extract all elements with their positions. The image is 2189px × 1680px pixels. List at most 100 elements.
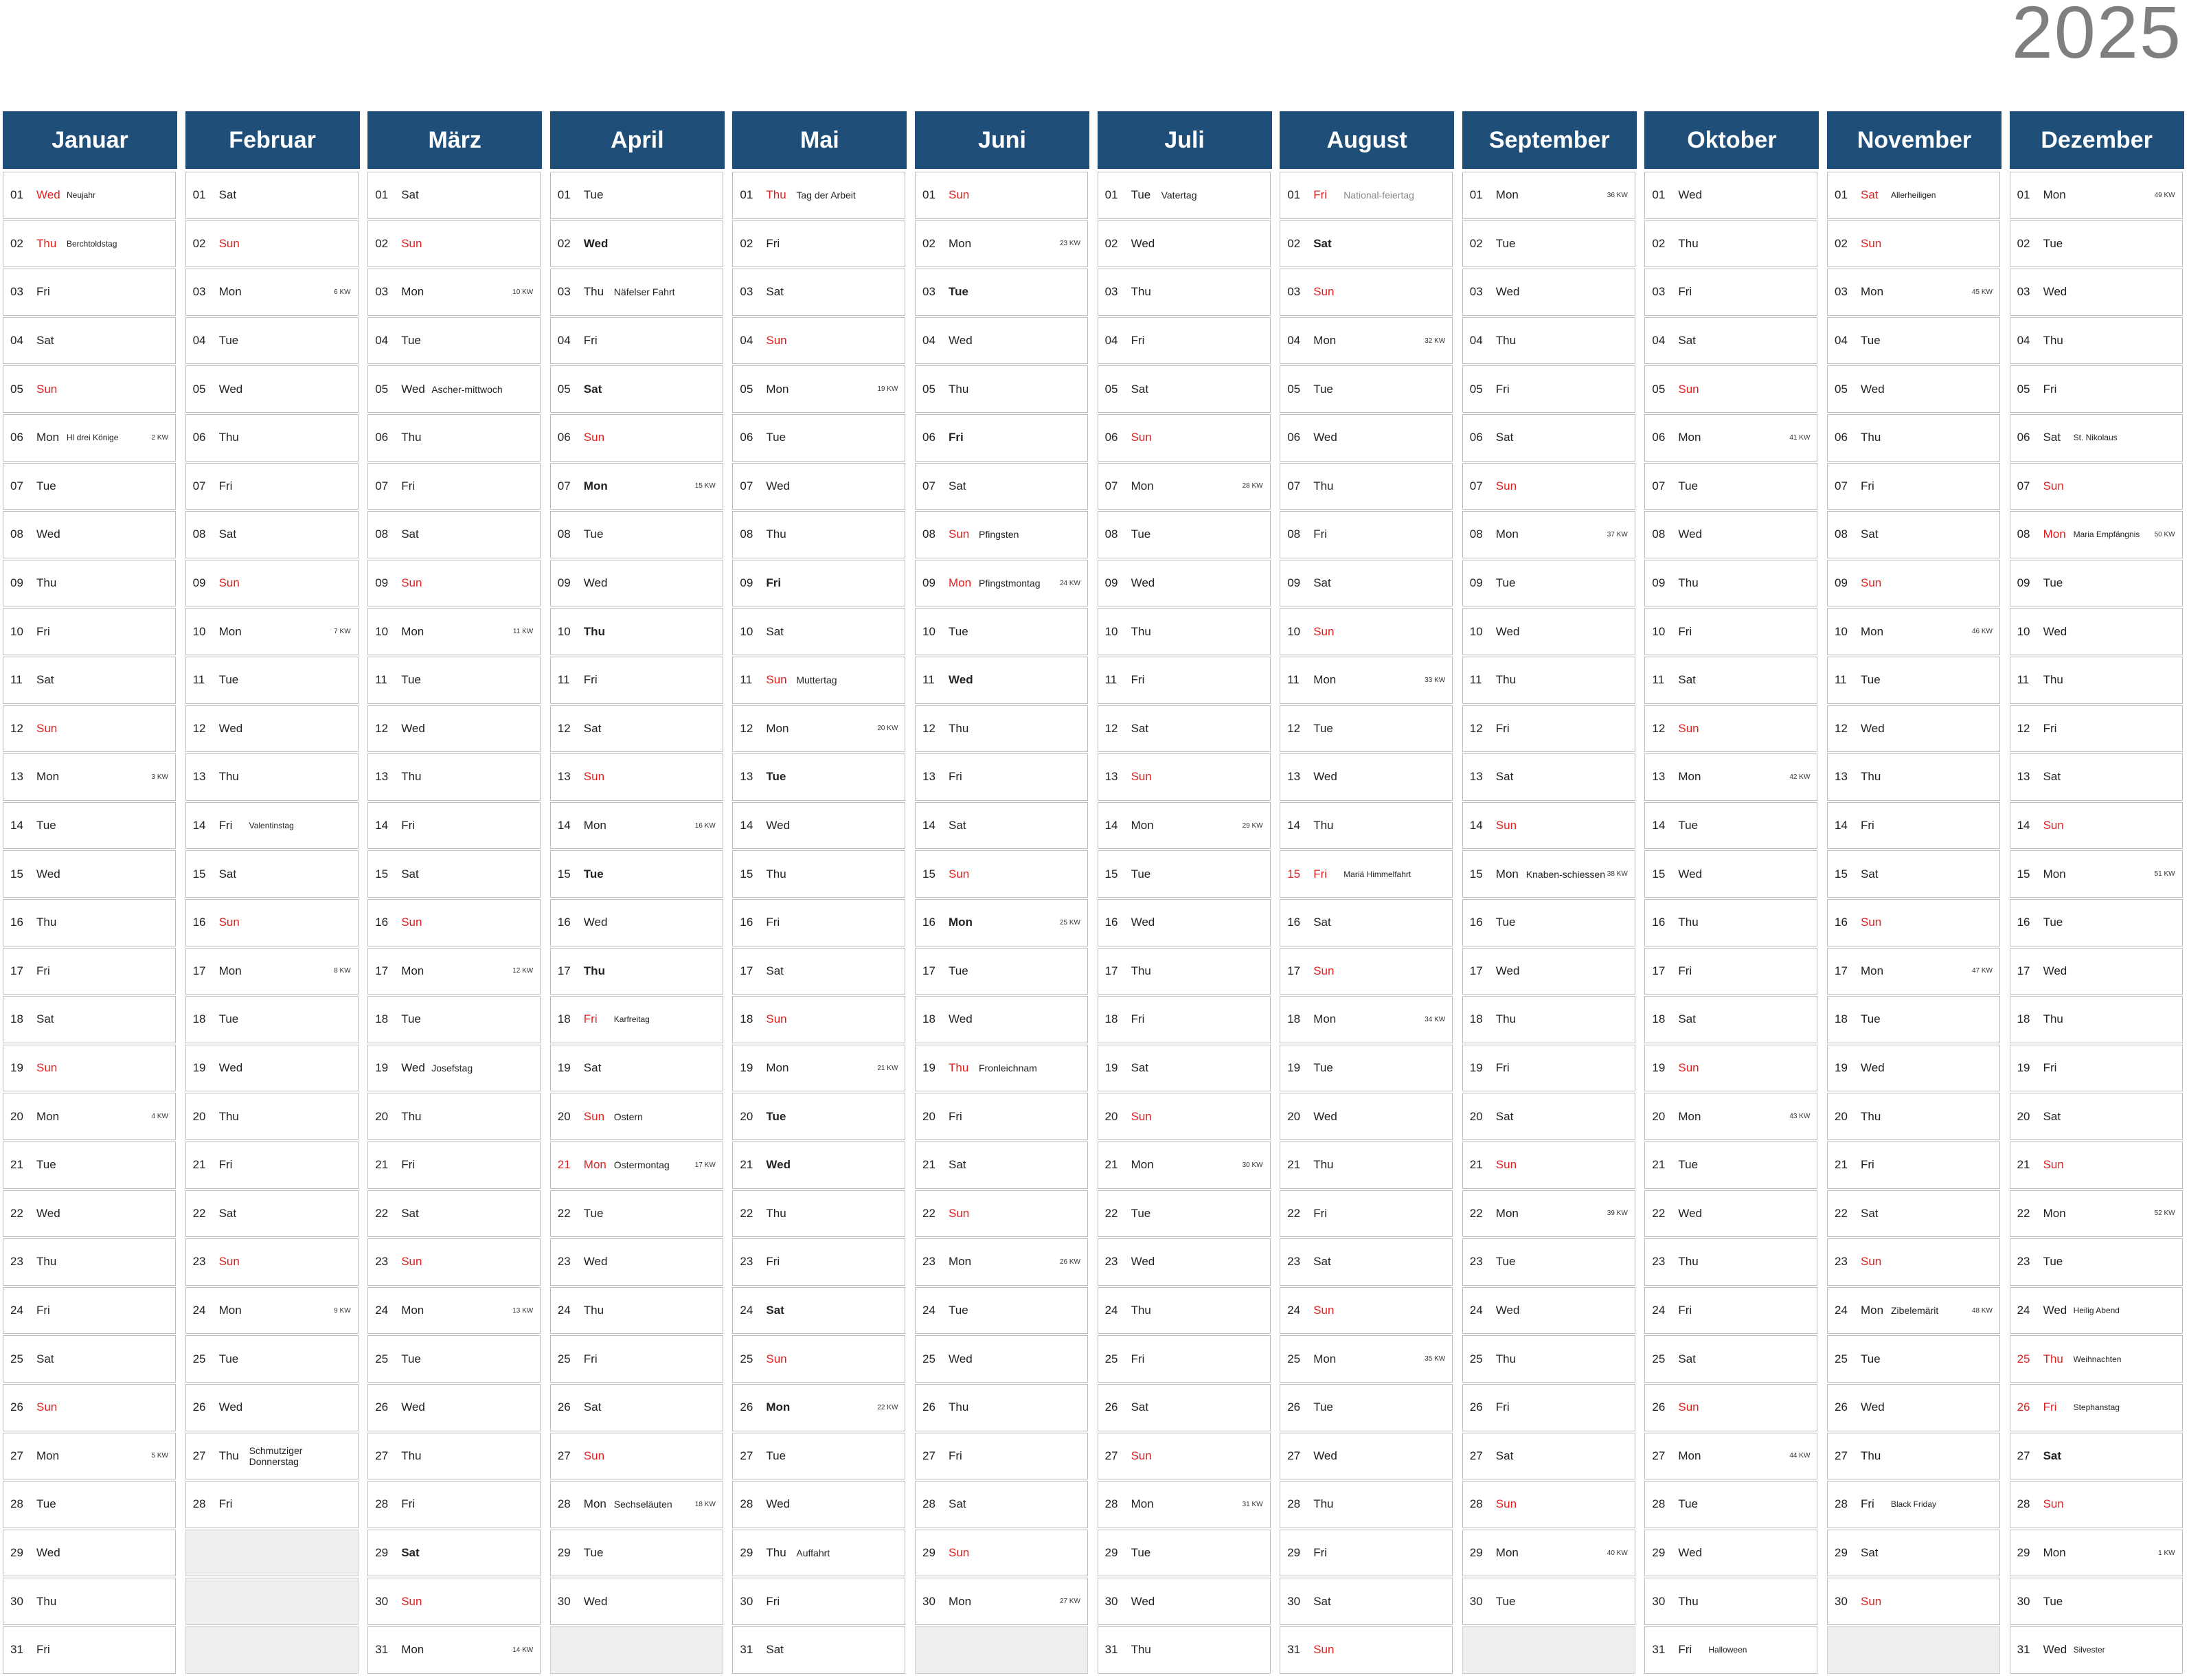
day-cell[interactable]: 29 Fri [1280, 1529, 1453, 1577]
day-cell[interactable]: 15 Thu [732, 850, 906, 898]
day-cell[interactable]: 04 Sun [732, 317, 906, 365]
day-cell[interactable]: 26 Mon 22 KW [732, 1384, 906, 1431]
day-cell[interactable]: 08 Sat [185, 511, 359, 558]
day-cell[interactable]: 07 Mon 15 KW [549, 462, 723, 510]
day-cell[interactable]: 17 Mon 12 KW [367, 947, 541, 995]
day-cell[interactable]: 01 Sat Allerheiligen [1827, 172, 2000, 219]
day-cell[interactable]: 04 Wed [915, 317, 1088, 365]
day-cell[interactable]: 28 Sun [2009, 1481, 2183, 1528]
day-cell[interactable]: 26 Wed [1827, 1384, 2000, 1431]
day-cell[interactable]: 19 Sun [3, 1044, 176, 1092]
day-cell[interactable]: 30 Mon 27 KW [915, 1578, 1088, 1625]
day-cell[interactable]: 14 Wed [732, 802, 906, 850]
day-cell[interactable]: 11 Sun Muttertag [732, 657, 906, 704]
day-cell[interactable]: 13 Fri [915, 753, 1088, 801]
day-cell[interactable]: 24 Thu [549, 1286, 723, 1335]
day-cell[interactable]: 18 Fri [1097, 996, 1271, 1043]
day-cell[interactable]: 11 Thu [2009, 657, 2183, 704]
day-cell[interactable]: 10 Fri [3, 608, 176, 655]
day-cell[interactable]: 16 Thu [1644, 899, 1818, 946]
day-cell[interactable]: 22 Sat [367, 1190, 541, 1238]
day-cell[interactable]: 05 Sun [1644, 365, 1818, 413]
day-cell[interactable]: 29 Mon 1 KW [2009, 1529, 2183, 1577]
day-cell[interactable]: 09 Sat [1280, 559, 1453, 607]
day-cell[interactable]: 11 Sat [1644, 657, 1818, 704]
day-cell[interactable]: 07 Mon 28 KW [1097, 462, 1271, 510]
day-cell[interactable]: 20 Thu [185, 1093, 359, 1140]
day-cell[interactable]: 19 Fri [1462, 1044, 1635, 1092]
day-cell[interactable]: 01 Thu Tag der Arbeit [732, 172, 906, 219]
day-cell[interactable]: 04 Tue [185, 317, 359, 365]
day-cell[interactable]: 14 Sun [2009, 802, 2183, 850]
day-cell[interactable]: 11 Fri [549, 657, 723, 704]
day-cell[interactable]: 24 Tue [915, 1286, 1088, 1335]
day-cell[interactable]: 10 Mon 7 KW [185, 608, 359, 655]
day-cell[interactable]: 16 Tue [2009, 899, 2183, 946]
day-cell[interactable]: 06 Tue [732, 414, 906, 462]
day-cell[interactable]: 28 Wed [732, 1481, 906, 1528]
day-cell[interactable]: 22 Tue [1097, 1190, 1271, 1238]
day-cell[interactable]: 21 Mon Ostermontag 17 KW [549, 1142, 723, 1189]
day-cell[interactable]: 25 Sun [732, 1335, 906, 1383]
day-cell[interactable]: 10 Mon 46 KW [1827, 608, 2000, 655]
day-cell[interactable]: 24 Mon Zibelemärit 48 KW [1827, 1286, 2000, 1335]
day-cell[interactable]: 07 Sun [2009, 462, 2183, 510]
day-cell[interactable]: 11 Tue [1827, 657, 2000, 704]
day-cell[interactable]: 07 Sat [915, 462, 1088, 510]
day-cell[interactable]: 12 Wed [1827, 705, 2000, 753]
day-cell[interactable]: 02 Tue [2009, 220, 2183, 268]
day-cell[interactable]: 15 Sat [185, 850, 359, 898]
day-cell[interactable]: 20 Thu [1827, 1093, 2000, 1140]
day-cell[interactable]: 23 Tue [1462, 1238, 1635, 1286]
day-cell[interactable]: 26 Tue [1280, 1384, 1453, 1431]
day-cell[interactable]: 22 Wed [3, 1190, 176, 1238]
day-cell[interactable]: 24 Wed [1462, 1286, 1635, 1335]
day-cell[interactable]: 22 Sun [915, 1190, 1088, 1238]
day-cell[interactable]: 27 Sun [549, 1432, 723, 1480]
day-cell[interactable]: 06 Fri [915, 414, 1088, 462]
day-cell[interactable]: 18 Sun [732, 996, 906, 1043]
day-cell[interactable]: 27 Fri [915, 1432, 1088, 1480]
day-cell[interactable]: 28 Sun [1462, 1481, 1635, 1528]
day-cell[interactable]: 22 Sat [185, 1190, 359, 1238]
day-cell[interactable]: 27 Mon 44 KW [1644, 1432, 1818, 1480]
day-cell[interactable]: 11 Sat [3, 657, 176, 704]
day-cell[interactable]: 04 Fri [549, 317, 723, 365]
day-cell[interactable]: 13 Sun [549, 753, 723, 801]
day-cell[interactable]: 19 Sat [1097, 1044, 1271, 1092]
day-cell[interactable]: 31 Wed Silvester [2009, 1626, 2183, 1674]
day-cell[interactable]: 05 Wed [185, 365, 359, 413]
day-cell[interactable]: 15 Sat [1827, 850, 2000, 898]
day-cell[interactable]: 25 Wed [915, 1335, 1088, 1383]
day-cell[interactable]: 18 Thu [2009, 996, 2183, 1043]
day-cell[interactable]: 09 Fri [732, 559, 906, 607]
day-cell[interactable]: 25 Thu [1462, 1335, 1635, 1383]
day-cell[interactable]: 24 Sun [1280, 1286, 1453, 1335]
day-cell[interactable]: 02 Sun [1827, 220, 2000, 268]
day-cell[interactable]: 03 Sun [1280, 269, 1453, 316]
day-cell[interactable]: 01 Wed Neujahr [3, 172, 176, 219]
day-cell[interactable]: 02 Mon 23 KW [915, 220, 1088, 268]
day-cell[interactable]: 29 Tue [1097, 1529, 1271, 1577]
day-cell[interactable]: 17 Tue [915, 947, 1088, 995]
day-cell[interactable]: 12 Fri [1462, 705, 1635, 753]
day-cell[interactable]: 28 Thu [1280, 1481, 1453, 1528]
day-cell[interactable]: 28 Tue [3, 1481, 176, 1528]
day-cell[interactable]: 09 Wed [549, 559, 723, 607]
day-cell[interactable]: 06 Thu [367, 414, 541, 462]
day-cell[interactable]: 30 Wed [549, 1578, 723, 1625]
day-cell[interactable]: 12 Tue [1280, 705, 1453, 753]
day-cell[interactable]: 03 Fri [1644, 269, 1818, 316]
day-cell[interactable]: 08 Wed [1644, 511, 1818, 558]
day-cell[interactable]: 17 Fri [3, 947, 176, 995]
day-cell[interactable]: 19 Fri [2009, 1044, 2183, 1092]
day-cell[interactable]: 26 Sun [3, 1384, 176, 1431]
day-cell[interactable]: 18 Fri Karfreitag [549, 996, 723, 1043]
day-cell[interactable]: 29 Wed [1644, 1529, 1818, 1577]
day-cell[interactable]: 06 Sat St. Nikolaus [2009, 414, 2183, 462]
day-cell[interactable]: 20 Fri [915, 1093, 1088, 1140]
day-cell[interactable]: 22 Mon 39 KW [1462, 1190, 1635, 1238]
day-cell[interactable]: 30 Sat [1280, 1578, 1453, 1625]
day-cell[interactable]: 27 Tue [732, 1432, 906, 1480]
day-cell[interactable]: 18 Sat [1644, 996, 1818, 1043]
